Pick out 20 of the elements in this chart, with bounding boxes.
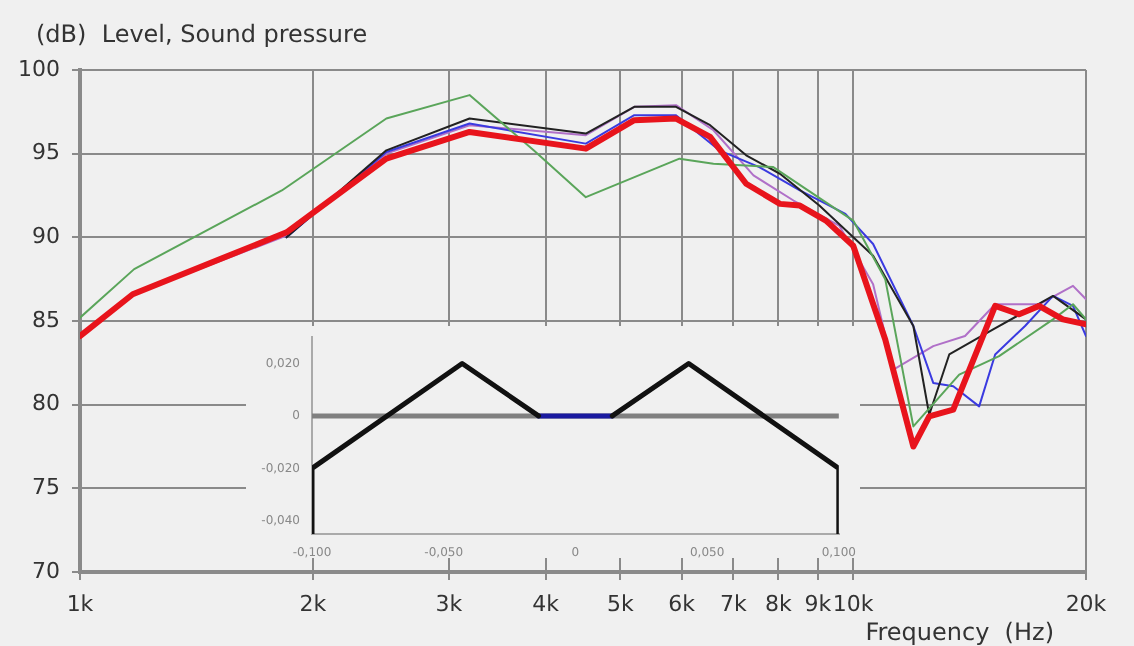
y-tick-label: 70: [32, 557, 60, 584]
y-tick-label: 80: [32, 390, 60, 417]
x-tick-label: 1k: [66, 590, 95, 617]
y-tick-label: 85: [32, 306, 60, 333]
x-tick-label: 8k: [764, 590, 793, 617]
x-tick-label: 20k: [1065, 590, 1108, 617]
x-tick-label: 6k: [668, 590, 697, 617]
x-tick-label: 5k: [607, 590, 636, 617]
x-tick-label: 9k: [804, 590, 833, 617]
y-axis-title: (dB) Level, Sound pressure: [36, 20, 368, 48]
y-tick-label: 100: [18, 55, 60, 82]
x-tick-label: 7k: [720, 590, 749, 617]
x-axis-title: Frequency (Hz): [865, 618, 1054, 646]
x-tick-label: 4k: [532, 590, 561, 617]
x-tick-label: 10k: [832, 590, 875, 617]
y-tick-label: 90: [32, 223, 60, 250]
y-tick-label: 95: [32, 139, 60, 166]
x-tick-label: 3k: [435, 590, 464, 617]
x-tick-label: 2k: [299, 590, 328, 617]
y-tick-label: 75: [32, 474, 60, 501]
